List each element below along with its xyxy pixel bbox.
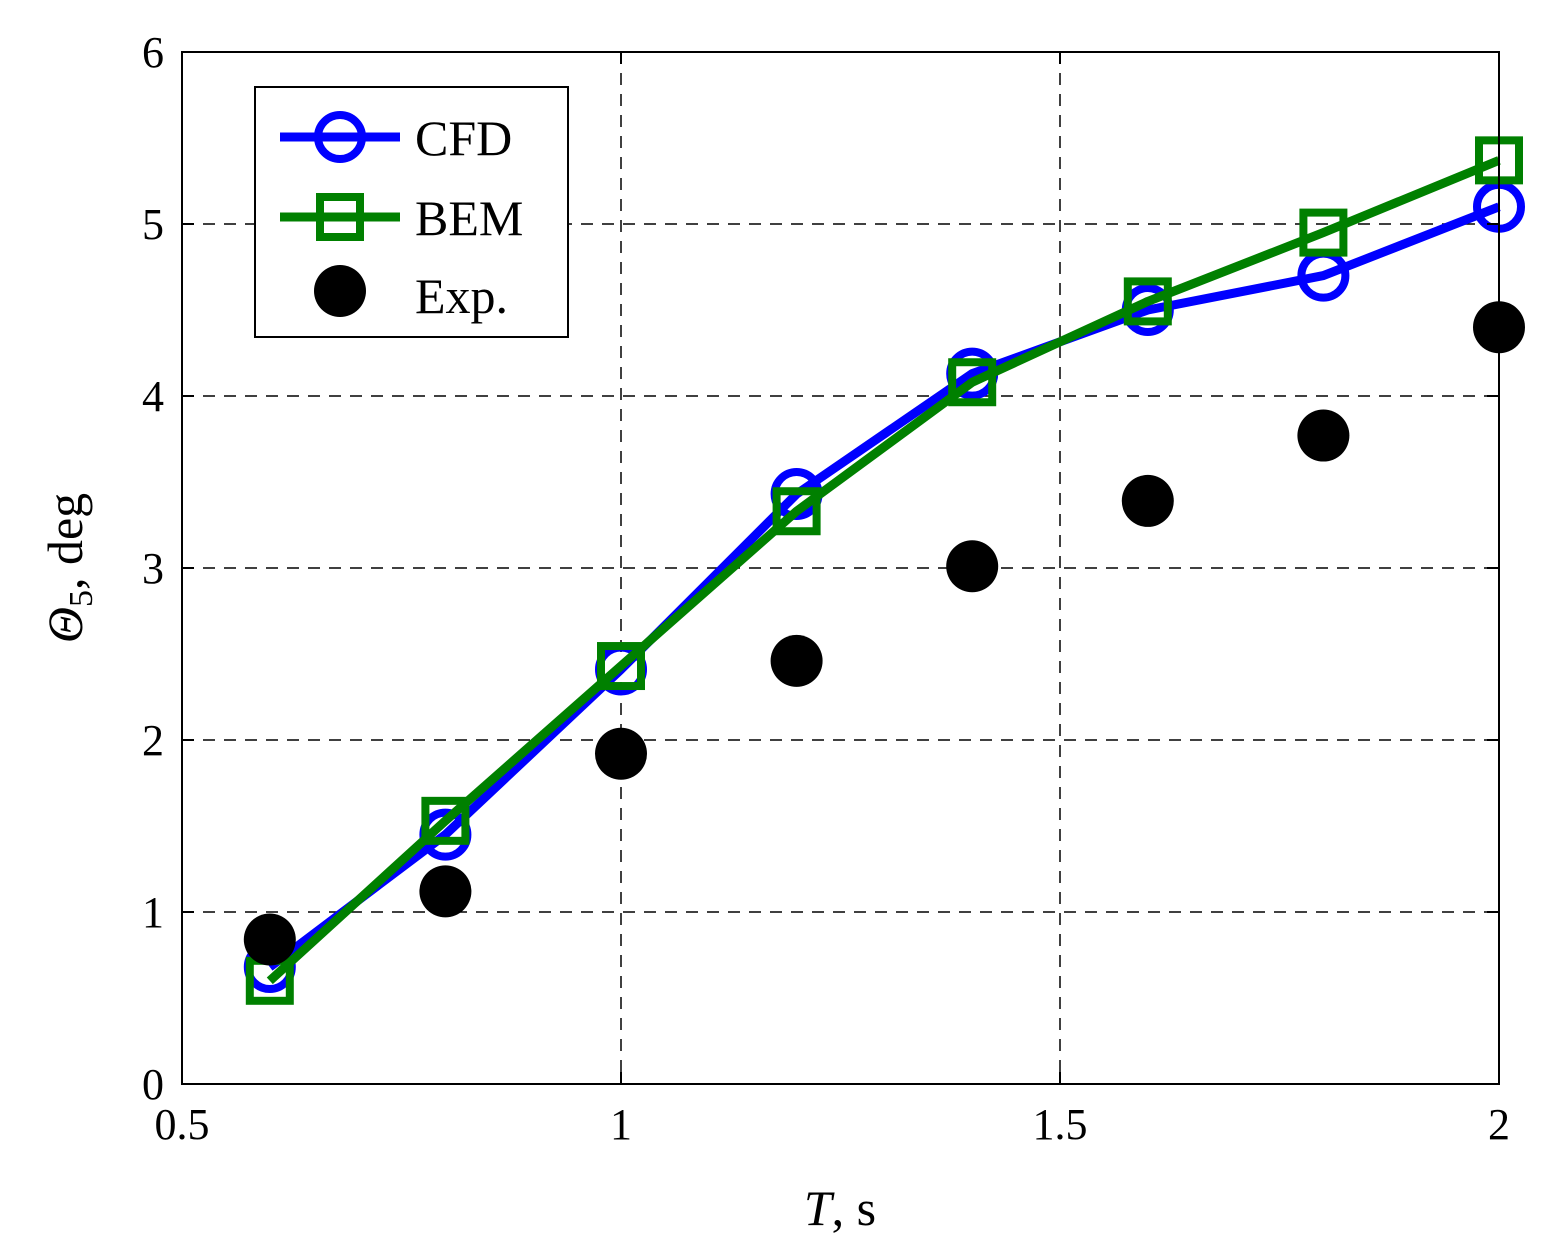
axis-ticks: 0.5 1 1.5 2 0 1 2 3 4 5 6 — [142, 28, 1510, 1149]
legend-label-cfd: CFD — [415, 110, 512, 166]
data-point-bem — [948, 358, 997, 407]
data-point-exp — [770, 634, 823, 687]
data-point-bem — [1123, 277, 1172, 326]
x-tick-label: 1.5 — [1033, 1100, 1088, 1149]
series-exp — [243, 301, 1525, 966]
y-axis-label-sub: 5 — [63, 590, 100, 607]
data-point-bem — [421, 796, 470, 845]
data-point-exp — [946, 540, 999, 593]
x-axis-label-unit: , s — [832, 1180, 876, 1236]
legend-item-cfd: CFD — [280, 110, 512, 166]
data-point-exp — [419, 865, 472, 918]
y-tick-label: 6 — [142, 28, 164, 77]
data-point-exp — [595, 727, 647, 780]
y-tick-label: 3 — [142, 544, 164, 593]
legend-item-bem: BEM — [280, 190, 523, 246]
data-point-bem — [597, 642, 645, 691]
data-point-exp — [1121, 474, 1174, 527]
data-point-bem — [772, 487, 821, 536]
data-point-exp — [243, 913, 296, 966]
series-bem — [245, 136, 1523, 1005]
legend: CFD BEM Exp. — [254, 86, 569, 338]
y-tick-label: 4 — [142, 372, 164, 421]
y-axis-label: Θ5, deg — [37, 493, 100, 643]
legend-label-exp: Exp. — [415, 268, 508, 324]
y-tick-label: 2 — [142, 716, 164, 765]
data-point-bem — [1299, 208, 1348, 257]
data-point-exp — [1297, 409, 1350, 462]
y-axis-label-unit: , deg — [37, 493, 93, 590]
legend-label-bem: BEM — [415, 190, 523, 246]
legend-box — [254, 86, 569, 338]
x-tick-label: 1 — [610, 1100, 632, 1149]
legend-item-exp: Exp. — [314, 265, 508, 324]
x-axis-label: T, s — [804, 1180, 876, 1236]
series-line-cfd — [267, 202, 1501, 971]
y-tick-label: 0 — [142, 1060, 164, 1109]
x-tick-label: 0.5 — [155, 1100, 210, 1149]
y-tick-label: 1 — [142, 888, 164, 937]
y-axis-label-var: Θ — [37, 607, 93, 643]
x-tick-label: 2 — [1488, 1100, 1510, 1149]
plot-series — [243, 136, 1525, 1005]
x-axis-label-var: T — [804, 1180, 835, 1236]
series-line-bem — [266, 156, 1501, 985]
y-tick-label: 5 — [142, 200, 164, 249]
